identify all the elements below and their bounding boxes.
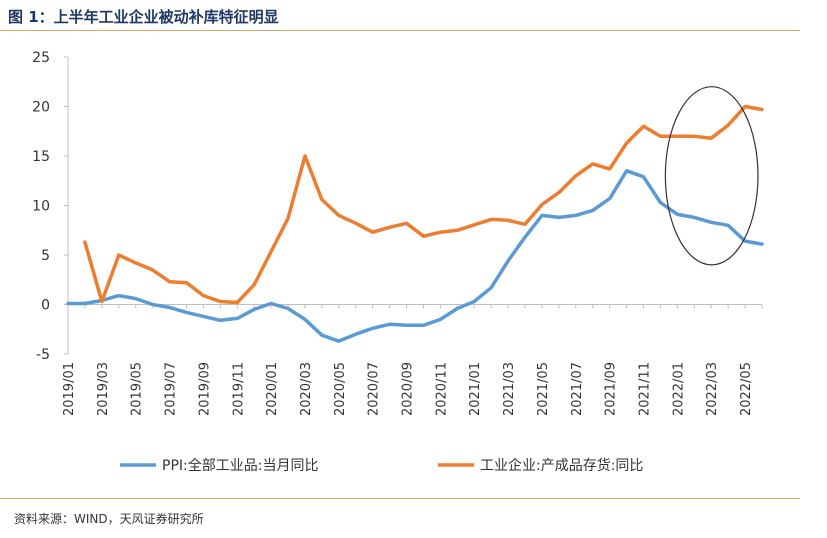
x-tick-label: 2019/03 <box>96 362 111 416</box>
x-tick-label: 2020/01 <box>265 362 280 416</box>
inventory-series-line <box>83 104 764 305</box>
x-tick-label: 2021/09 <box>604 362 619 416</box>
x-tick-label: 2020/09 <box>401 362 416 416</box>
axes: -5 0 5 10 15 20 25 2019/01 2019/03 2019/05 2019/07… <box>32 50 763 416</box>
x-tick-label: 2019/11 <box>231 362 246 416</box>
x-tick-label: 2021/01 <box>468 362 483 416</box>
y-tick-label: 15 <box>32 149 50 165</box>
x-tick-label: 2019/01 <box>62 362 77 416</box>
y-tick-label: 20 <box>32 100 50 116</box>
chart-title: 图 1：上半年工业企业被动补库特征明显 <box>8 8 279 26</box>
y-tick-label: 25 <box>32 50 50 66</box>
series-layer <box>66 104 764 343</box>
x-tick-label: 2021/11 <box>638 362 653 416</box>
x-tick-label: 2019/05 <box>130 362 145 416</box>
x-tick-label: 2020/07 <box>367 362 382 416</box>
x-tick-label: 2021/07 <box>570 362 585 416</box>
x-tick-label: 2022/01 <box>671 362 686 416</box>
y-tick-label: 10 <box>32 199 50 215</box>
x-tick-label: 2021/03 <box>502 362 517 416</box>
annotation-layer <box>664 86 759 266</box>
x-tick-label: 2022/05 <box>739 362 754 416</box>
top-divider <box>0 30 800 31</box>
legend: PPI:全部工业品:当月同比 工业企业:产成品存货:同比 <box>120 457 643 474</box>
bottom-divider <box>0 498 800 499</box>
x-tick-label: 2019/07 <box>164 362 179 416</box>
x-tick-label: 2019/09 <box>197 362 212 416</box>
y-tick-label: 0 <box>41 298 50 314</box>
x-tick-label: 2020/05 <box>333 362 348 416</box>
y-tick-label: 5 <box>41 248 50 264</box>
y-tick-label: -5 <box>36 347 50 363</box>
x-tick-label: 2022/03 <box>705 362 720 416</box>
x-tick-label: 2021/05 <box>536 362 551 416</box>
x-tick-label: 2020/11 <box>434 362 449 416</box>
x-tick-label: 2020/03 <box>299 362 314 416</box>
highlight-ellipse <box>664 86 759 266</box>
legend-label-inventory: 工业企业:产成品存货:同比 <box>480 457 643 474</box>
source-note: 资料来源：WIND，天风证券研究所 <box>14 512 204 526</box>
legend-label-ppi: PPI:全部工业品:当月同比 <box>162 457 318 474</box>
ppi-series-line <box>66 169 764 343</box>
